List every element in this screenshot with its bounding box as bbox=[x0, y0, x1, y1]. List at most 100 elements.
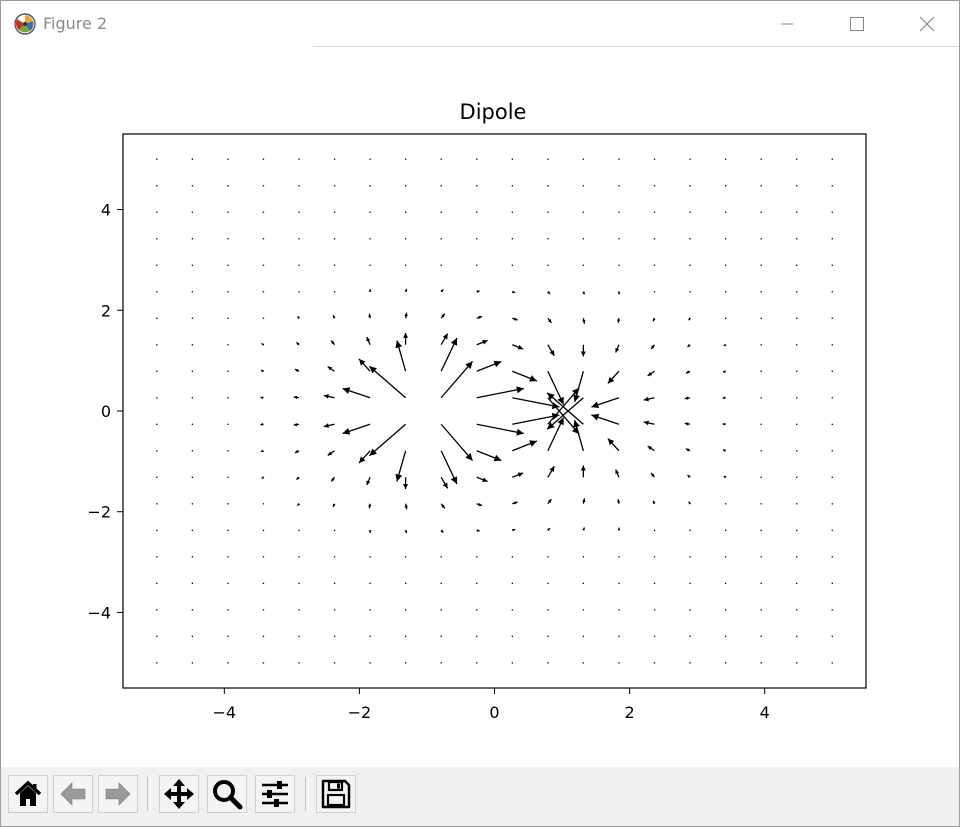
field-arrow bbox=[760, 529, 762, 531]
x-tick-label: −4 bbox=[213, 703, 237, 722]
field-arrow bbox=[298, 635, 300, 638]
field-arrow bbox=[440, 333, 449, 346]
field-arrow bbox=[546, 392, 584, 425]
field-arrow bbox=[369, 609, 371, 611]
field-arrow bbox=[831, 317, 833, 319]
field-arrow bbox=[405, 635, 407, 638]
field-arrow bbox=[580, 465, 586, 478]
title-bar[interactable]: Figure 2 bbox=[1, 1, 959, 47]
configure-subplots-button[interactable] bbox=[255, 775, 295, 813]
forward-button[interactable] bbox=[98, 775, 138, 813]
field-arrow bbox=[440, 503, 446, 509]
field-arrow bbox=[796, 582, 798, 584]
field-arrow bbox=[547, 264, 549, 266]
close-icon bbox=[919, 16, 935, 32]
field-arrow bbox=[156, 503, 158, 505]
field-arrow bbox=[156, 370, 158, 372]
field-arrow bbox=[227, 476, 229, 478]
field-arrow bbox=[615, 469, 620, 478]
back-button[interactable] bbox=[53, 775, 93, 813]
field-arrow bbox=[582, 498, 586, 504]
field-arrow bbox=[796, 291, 798, 293]
field-arrow bbox=[227, 423, 229, 425]
field-arrow bbox=[547, 662, 549, 664]
field-arrow bbox=[156, 476, 158, 478]
field-arrow bbox=[582, 264, 585, 266]
close-button[interactable] bbox=[892, 1, 960, 47]
field-arrow bbox=[296, 476, 300, 481]
field-arrow bbox=[476, 502, 483, 507]
field-arrow bbox=[262, 291, 265, 293]
field-arrow bbox=[723, 475, 727, 479]
field-arrow bbox=[617, 291, 621, 295]
field-arrow bbox=[293, 395, 300, 400]
minimize-button[interactable] bbox=[752, 1, 822, 47]
field-arrow bbox=[511, 264, 513, 266]
field-arrow bbox=[760, 344, 762, 346]
field-arrow bbox=[476, 529, 480, 532]
field-arrow bbox=[327, 366, 335, 372]
field-arrow bbox=[476, 476, 488, 483]
field-arrow bbox=[156, 264, 158, 266]
field-arrow bbox=[358, 358, 371, 372]
figure-canvas[interactable]: Dipole −4 −2 0 2 4 −4 −2 0 2 4 bbox=[1, 47, 959, 767]
field-arrow bbox=[724, 185, 727, 187]
field-arrow bbox=[227, 662, 229, 664]
field-arrow bbox=[831, 185, 833, 187]
zoom-button[interactable] bbox=[207, 775, 247, 813]
field-arrow bbox=[405, 556, 407, 558]
field-arrow bbox=[191, 211, 194, 213]
field-arrow bbox=[440, 662, 442, 664]
field-arrow bbox=[191, 317, 194, 319]
save-button[interactable] bbox=[316, 775, 356, 813]
x-tick-label: −2 bbox=[348, 703, 372, 722]
field-arrow bbox=[724, 238, 727, 240]
field-arrow bbox=[227, 370, 229, 372]
field-arrow bbox=[582, 211, 585, 213]
pan-button[interactable] bbox=[159, 775, 199, 813]
field-arrow bbox=[511, 185, 513, 187]
field-arrow bbox=[580, 344, 586, 357]
field-arrow bbox=[618, 556, 620, 558]
field-arrow bbox=[403, 477, 409, 490]
field-arrow bbox=[405, 158, 407, 160]
field-arrow bbox=[476, 635, 478, 638]
field-arrow bbox=[724, 582, 727, 584]
field-arrow bbox=[582, 582, 585, 584]
y-tick-label: −2 bbox=[87, 503, 111, 522]
field-arrow bbox=[831, 158, 833, 160]
field-arrow bbox=[476, 662, 478, 664]
field-arrow bbox=[476, 582, 478, 584]
field-arrow bbox=[440, 337, 458, 372]
field-arrow bbox=[547, 609, 549, 611]
arrow-field bbox=[156, 158, 833, 664]
field-arrow bbox=[582, 185, 585, 187]
field-arrow bbox=[760, 264, 762, 266]
y-tick-label: 4 bbox=[101, 201, 111, 220]
maximize-button[interactable] bbox=[822, 1, 892, 47]
field-arrow bbox=[476, 290, 480, 293]
field-arrow bbox=[440, 423, 474, 462]
field-arrow bbox=[298, 185, 300, 187]
field-arrow bbox=[476, 315, 483, 320]
field-arrow bbox=[262, 317, 265, 319]
field-arrow bbox=[327, 450, 335, 456]
field-arrow bbox=[476, 556, 478, 558]
field-arrow bbox=[760, 291, 762, 293]
field-arrow bbox=[653, 662, 656, 664]
dipole-quiver-plot[interactable]: Dipole −4 −2 0 2 4 −4 −2 0 2 4 bbox=[1, 47, 959, 767]
field-arrow bbox=[369, 264, 371, 266]
field-arrow bbox=[512, 472, 524, 478]
home-button[interactable] bbox=[8, 775, 48, 813]
field-arrow bbox=[333, 264, 336, 266]
field-arrow bbox=[831, 529, 833, 531]
field-arrow bbox=[227, 556, 229, 558]
field-arrow bbox=[689, 556, 691, 558]
field-arrow bbox=[366, 336, 371, 345]
field-arrow bbox=[831, 582, 833, 584]
field-arrow bbox=[617, 527, 621, 531]
field-arrow bbox=[156, 609, 158, 611]
field-arrow bbox=[796, 529, 798, 531]
field-arrow bbox=[689, 291, 691, 293]
field-arrow bbox=[511, 158, 513, 160]
